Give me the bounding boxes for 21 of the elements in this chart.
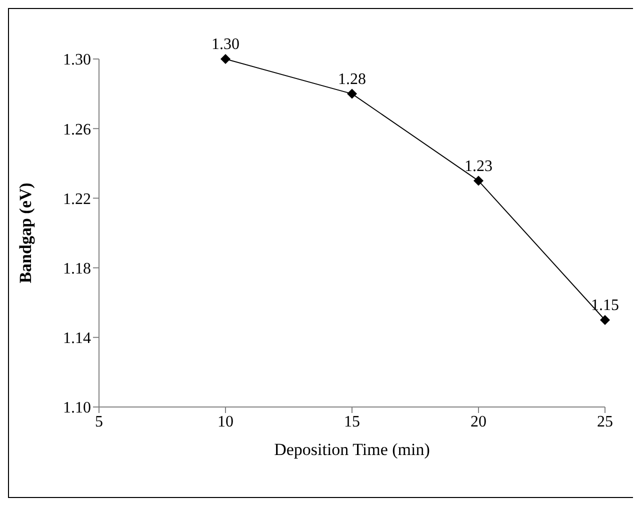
point: [220, 54, 230, 64]
x-tick-label: 25: [597, 413, 613, 430]
x-axis-title: Deposition Time (min): [274, 440, 430, 459]
point: [474, 176, 484, 186]
point: [347, 88, 357, 99]
y-tick-label: 1.22: [63, 190, 91, 208]
x-tick-label: 20: [470, 413, 486, 430]
data-label: 1.23: [464, 158, 492, 175]
y-tick-label: 1.26: [63, 121, 91, 138]
y-tick-label: 1.14: [63, 330, 91, 348]
y-tick-label: 1.10: [63, 400, 91, 417]
point: [600, 315, 610, 325]
y-tick-label: 1.18: [63, 260, 91, 278]
data-label: 1.15: [591, 297, 619, 314]
data-label: 1.30: [212, 36, 240, 53]
y-tick-label: 1.30: [63, 52, 91, 69]
data-label: 1.28: [338, 70, 366, 88]
x-tick-label: 15: [344, 413, 360, 430]
x-tick-label: 5: [95, 413, 103, 430]
y-axis-title: Bandgap (eV): [16, 182, 36, 284]
x-tick-label: 10: [218, 413, 234, 430]
